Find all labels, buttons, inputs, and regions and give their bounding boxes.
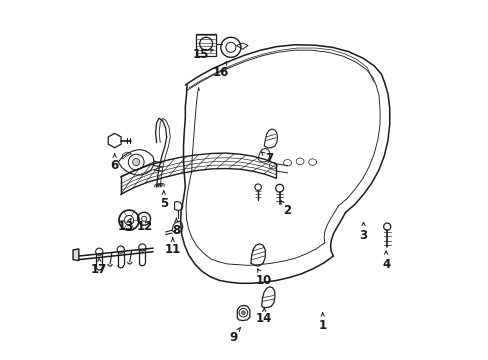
Text: 13: 13	[118, 220, 134, 233]
Text: 11: 11	[164, 243, 181, 256]
Polygon shape	[73, 249, 79, 261]
Text: 3: 3	[359, 229, 367, 242]
Text: 16: 16	[213, 66, 229, 79]
Text: 5: 5	[160, 197, 167, 210]
Text: 4: 4	[381, 258, 389, 271]
Text: 12: 12	[137, 220, 153, 233]
Text: 15: 15	[192, 48, 208, 61]
Text: 9: 9	[228, 330, 237, 343]
Text: 17: 17	[91, 263, 107, 276]
Circle shape	[132, 158, 140, 166]
Text: 6: 6	[110, 159, 119, 172]
Text: 7: 7	[264, 152, 272, 165]
Text: 1: 1	[318, 319, 326, 332]
Text: 10: 10	[256, 274, 272, 287]
Text: 2: 2	[282, 204, 290, 217]
Text: 8: 8	[172, 224, 180, 237]
Text: 14: 14	[256, 311, 272, 325]
Circle shape	[241, 311, 244, 315]
